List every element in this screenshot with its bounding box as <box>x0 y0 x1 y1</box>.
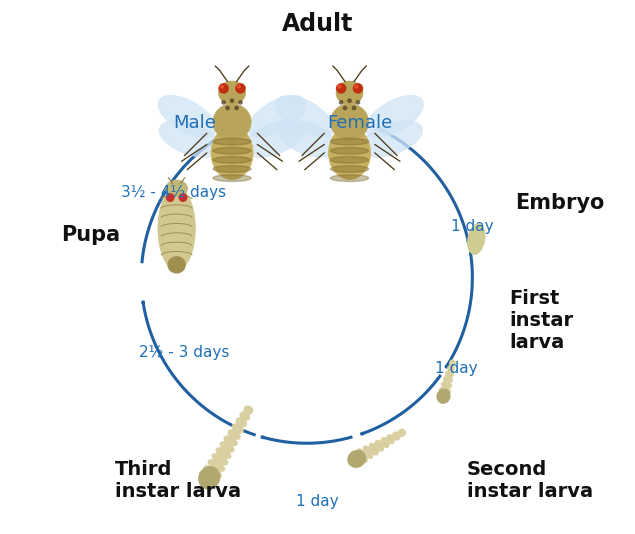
Text: 1 day: 1 day <box>296 494 339 509</box>
Ellipse shape <box>437 392 450 400</box>
Ellipse shape <box>336 81 363 105</box>
Ellipse shape <box>218 81 246 105</box>
Ellipse shape <box>204 466 222 478</box>
Ellipse shape <box>166 194 174 201</box>
Ellipse shape <box>228 430 241 439</box>
Ellipse shape <box>158 96 216 137</box>
Ellipse shape <box>158 187 196 270</box>
Text: Pupa: Pupa <box>61 225 120 245</box>
Ellipse shape <box>437 389 450 403</box>
Ellipse shape <box>237 85 240 88</box>
Ellipse shape <box>358 449 368 463</box>
Ellipse shape <box>224 436 237 446</box>
Ellipse shape <box>443 376 453 383</box>
Text: 2½ - 3 days: 2½ - 3 days <box>139 345 229 360</box>
Ellipse shape <box>439 387 451 394</box>
Ellipse shape <box>392 431 400 440</box>
Ellipse shape <box>277 121 338 157</box>
Ellipse shape <box>213 138 251 145</box>
Ellipse shape <box>375 440 384 451</box>
Ellipse shape <box>179 194 187 201</box>
Ellipse shape <box>369 443 378 455</box>
Ellipse shape <box>213 175 251 182</box>
Text: Adult: Adult <box>282 12 353 36</box>
Ellipse shape <box>467 224 485 254</box>
Text: Third
instar larva: Third instar larva <box>114 460 241 501</box>
Text: Male: Male <box>173 114 216 132</box>
Ellipse shape <box>344 106 347 109</box>
Ellipse shape <box>363 446 373 459</box>
Ellipse shape <box>226 106 229 109</box>
Ellipse shape <box>213 104 251 140</box>
Ellipse shape <box>330 104 368 140</box>
Ellipse shape <box>213 156 251 163</box>
Text: First
instar
larva: First instar larva <box>510 289 574 352</box>
Ellipse shape <box>351 451 362 467</box>
Ellipse shape <box>441 382 451 389</box>
Ellipse shape <box>356 101 359 104</box>
Ellipse shape <box>213 166 251 172</box>
Ellipse shape <box>208 460 225 472</box>
Ellipse shape <box>212 453 228 465</box>
Ellipse shape <box>338 85 341 88</box>
Ellipse shape <box>248 96 306 137</box>
Ellipse shape <box>447 365 455 372</box>
Ellipse shape <box>222 101 225 104</box>
Ellipse shape <box>159 121 221 157</box>
Text: 1 day: 1 day <box>435 361 478 376</box>
Ellipse shape <box>340 101 343 104</box>
Ellipse shape <box>211 126 253 179</box>
Ellipse shape <box>353 83 363 93</box>
Text: Second
instar larva: Second instar larva <box>467 460 593 501</box>
Ellipse shape <box>213 147 251 154</box>
Ellipse shape <box>328 126 371 179</box>
Ellipse shape <box>348 451 366 467</box>
Ellipse shape <box>166 180 187 197</box>
Ellipse shape <box>348 99 351 103</box>
Text: Embryo: Embryo <box>515 193 605 213</box>
Ellipse shape <box>231 99 234 103</box>
Ellipse shape <box>330 147 368 154</box>
Ellipse shape <box>220 85 224 88</box>
Text: Female: Female <box>328 114 393 132</box>
Ellipse shape <box>330 166 368 172</box>
Ellipse shape <box>232 423 244 433</box>
Ellipse shape <box>200 472 218 484</box>
Ellipse shape <box>330 175 368 182</box>
Ellipse shape <box>450 360 455 366</box>
Ellipse shape <box>199 467 220 489</box>
Ellipse shape <box>330 156 368 163</box>
Ellipse shape <box>387 435 395 444</box>
Ellipse shape <box>398 429 406 437</box>
Ellipse shape <box>276 96 333 137</box>
Ellipse shape <box>168 257 185 273</box>
Ellipse shape <box>240 412 250 421</box>
Ellipse shape <box>381 437 389 447</box>
Ellipse shape <box>355 85 358 88</box>
Ellipse shape <box>220 442 234 452</box>
Ellipse shape <box>244 406 253 414</box>
Ellipse shape <box>236 418 247 427</box>
Text: 1 day: 1 day <box>451 219 493 234</box>
Ellipse shape <box>236 83 246 93</box>
Ellipse shape <box>218 83 229 93</box>
Ellipse shape <box>445 371 453 378</box>
Ellipse shape <box>365 96 424 137</box>
Ellipse shape <box>352 106 356 109</box>
Ellipse shape <box>330 138 368 145</box>
Ellipse shape <box>336 83 346 93</box>
Text: 3½ - 4½ days: 3½ - 4½ days <box>121 185 226 200</box>
Ellipse shape <box>243 121 305 157</box>
Ellipse shape <box>216 447 231 459</box>
Ellipse shape <box>361 121 422 157</box>
Ellipse shape <box>235 106 238 109</box>
Ellipse shape <box>239 101 242 104</box>
